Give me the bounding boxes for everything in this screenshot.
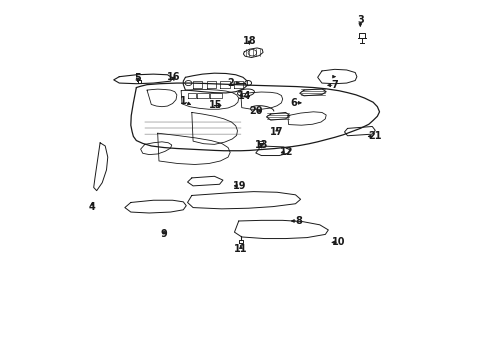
Text: 6: 6 <box>290 98 297 108</box>
Text: 13: 13 <box>254 140 267 150</box>
Text: 15: 15 <box>208 100 222 111</box>
Text: 3: 3 <box>356 15 363 26</box>
Text: 16: 16 <box>167 72 180 82</box>
Text: 20: 20 <box>248 106 262 116</box>
Text: 12: 12 <box>280 147 293 157</box>
Text: 9: 9 <box>161 229 167 239</box>
Text: 10: 10 <box>331 237 345 247</box>
Text: 18: 18 <box>242 36 256 46</box>
Text: 19: 19 <box>233 181 246 191</box>
Text: 7: 7 <box>331 80 337 90</box>
Text: 4: 4 <box>89 202 96 212</box>
Text: 8: 8 <box>294 216 301 226</box>
Text: 1: 1 <box>180 96 186 106</box>
Text: 11: 11 <box>234 244 247 254</box>
Text: 17: 17 <box>270 127 284 136</box>
Text: 14: 14 <box>238 90 251 100</box>
Text: 5: 5 <box>134 73 141 83</box>
Text: 21: 21 <box>368 131 381 141</box>
Text: 2: 2 <box>226 78 233 88</box>
